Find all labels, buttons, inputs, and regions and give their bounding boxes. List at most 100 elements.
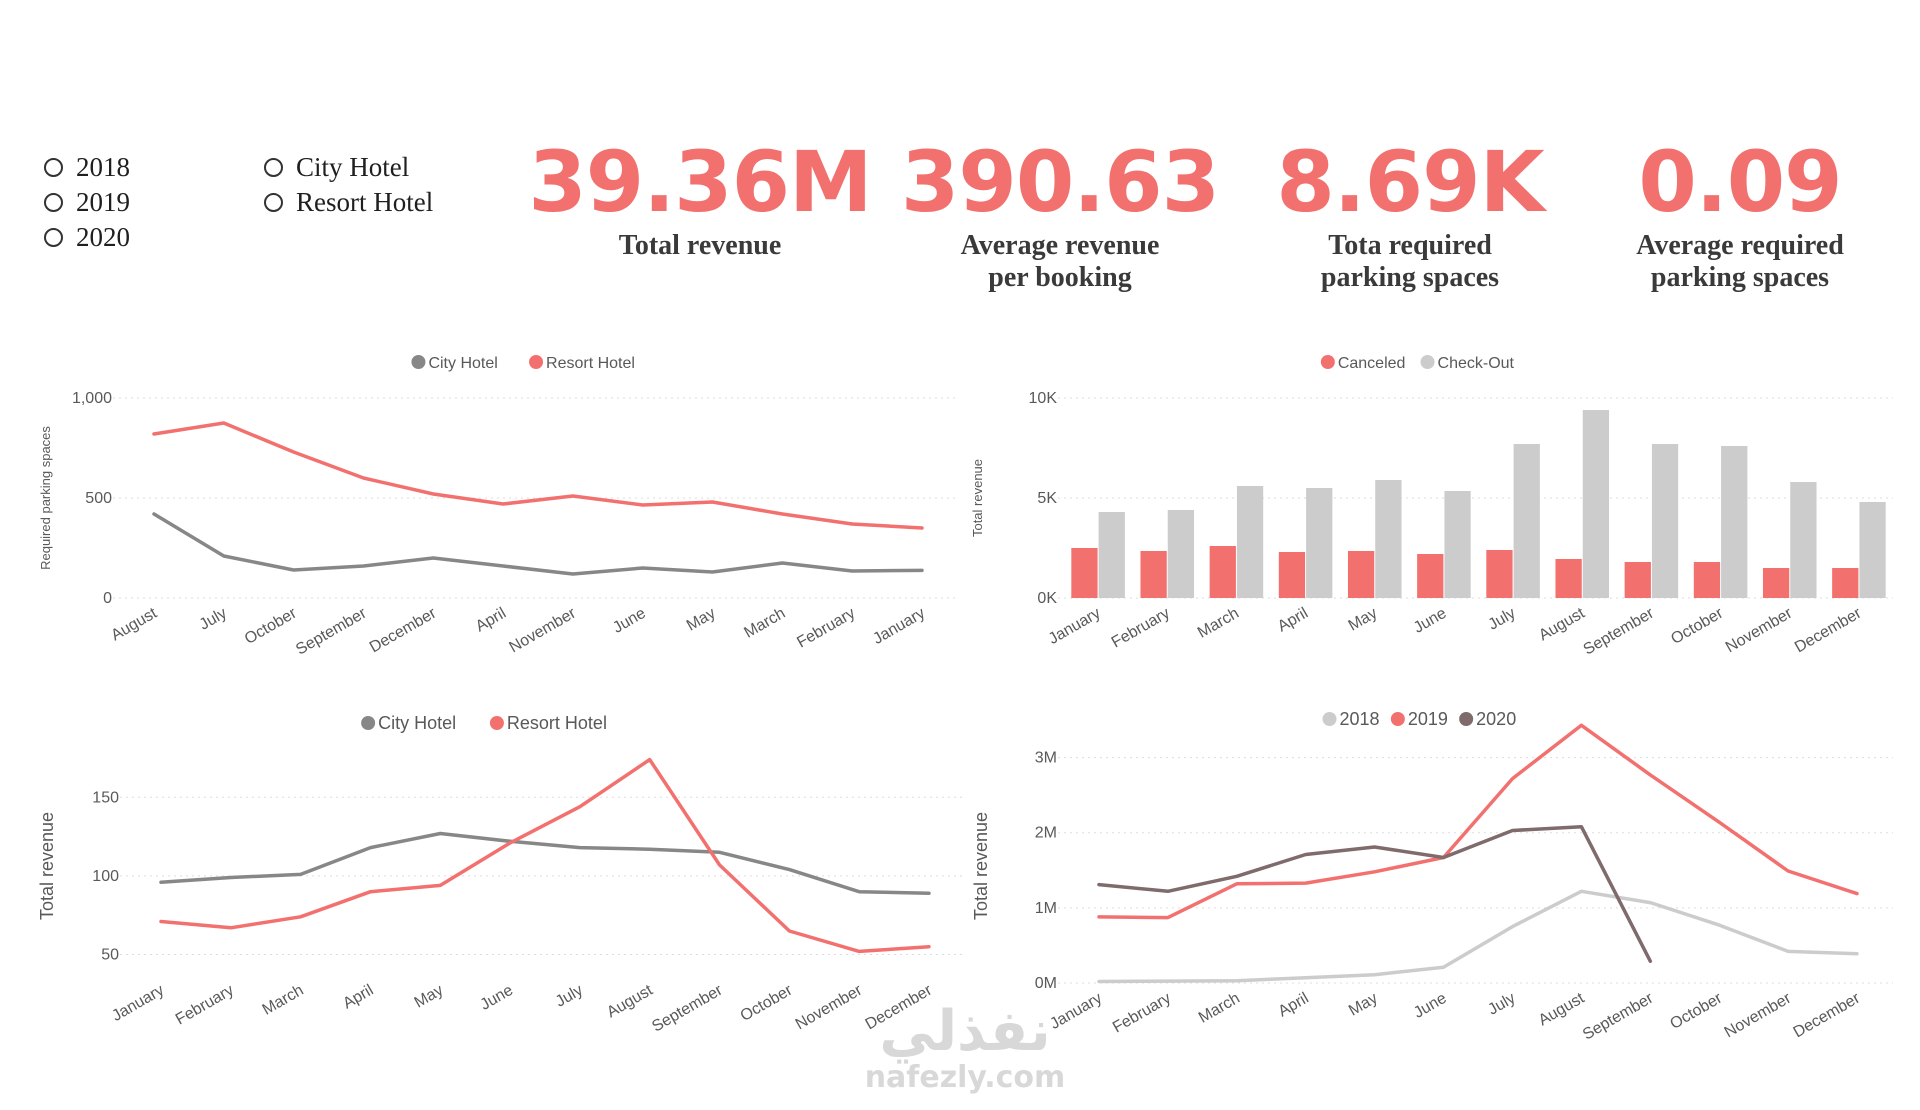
kpi-label: Tota required (1328, 230, 1492, 261)
bar-canceled (1278, 552, 1306, 598)
bar-check-out (1721, 446, 1748, 598)
y-tick-label: 1,000 (72, 390, 112, 407)
legend-marker (1390, 712, 1405, 726)
y-tick-label: 500 (85, 490, 112, 507)
x-tick-label: April (1276, 990, 1312, 1021)
bar-canceled (1762, 568, 1790, 598)
radio-icon (264, 158, 283, 177)
year-label: 2018 (76, 152, 130, 182)
hotel-option-city[interactable]: City Hotel (264, 150, 433, 185)
kpi-total-parking: 8.69K Tota required parking spaces (1240, 134, 1580, 294)
x-tick-label: May (1346, 990, 1381, 1020)
watermark-latin: nafezly.com (864, 1060, 1066, 1095)
kpi-label: parking spaces (1650, 262, 1830, 293)
kpi-label: Average required (1636, 230, 1844, 261)
x-tick-label: February (1110, 990, 1174, 1037)
x-tick-label: August (1536, 989, 1588, 1029)
bar-check-out (1582, 410, 1610, 598)
bar-check-out (1236, 486, 1264, 598)
bar-canceled (1832, 568, 1859, 598)
legend-marker (1320, 355, 1335, 369)
series-line-city-hotel (152, 512, 924, 576)
year-label: 2020 (76, 222, 130, 252)
legend-marker (411, 355, 426, 369)
legend-marker (529, 355, 544, 369)
bar-check-out (1859, 502, 1886, 598)
year-option-2019[interactable]: 2019 (44, 185, 130, 220)
series-line-city-hotel (159, 831, 931, 895)
y-tick-label: 0K (1037, 590, 1057, 607)
y-tick-label: 0M (1035, 975, 1057, 992)
series-line-resort-hotel (152, 421, 924, 530)
radio-icon (44, 158, 63, 177)
bar-canceled (1347, 551, 1375, 598)
legend-label: City Hotel (428, 355, 497, 372)
y-tick-label: 0 (103, 590, 112, 607)
kpi-value: 0.09 (1638, 133, 1842, 231)
y-tick-label: 3M (1035, 750, 1057, 767)
x-tick-label: October (1667, 989, 1725, 1033)
y-tick-label: 5K (1037, 490, 1057, 507)
legend-label: City Hotel (378, 713, 456, 733)
year-option-2018[interactable]: 2018 (44, 150, 130, 185)
bar-check-out (1375, 480, 1402, 598)
legend-label: Resort Hotel (507, 713, 607, 733)
y-axis-title: Required parking spaces (38, 426, 53, 570)
bar-check-out (1444, 491, 1471, 598)
legend-marker (361, 716, 376, 730)
bar-canceled (1417, 554, 1444, 598)
radio-icon (44, 193, 63, 212)
hotel-label: Resort Hotel (296, 187, 434, 217)
bar-canceled (1140, 551, 1167, 598)
kpi-value: 8.69K (1276, 133, 1544, 231)
kpi-value: 390.63 (900, 133, 1220, 231)
y-tick-label: 50 (101, 947, 119, 964)
legend-label: Check-Out (1438, 355, 1515, 372)
watermark-arabic: نفذلي (879, 999, 1051, 1064)
legend-label: 2020 (1476, 709, 1516, 729)
x-tick-label: September (1580, 989, 1657, 1043)
bar-check-out (1167, 510, 1195, 598)
legend-marker (489, 716, 504, 730)
kpi-label: Average revenue (960, 230, 1160, 261)
bar-canceled (1209, 546, 1236, 598)
bar-check-out (1513, 444, 1540, 598)
legend-label: Resort Hotel (546, 355, 635, 372)
x-tick-label: March (1196, 990, 1243, 1027)
y-axis-title: Total revenue (37, 812, 57, 920)
bar-check-out (1098, 512, 1125, 598)
kpi-avg-revenue: 390.63 Average revenue per booking (880, 134, 1240, 294)
legend-label: 2018 (1340, 709, 1380, 729)
series-line-resort-hotel (159, 757, 931, 954)
year-option-2020[interactable]: 2020 (44, 220, 130, 255)
kpi-value: 39.36M (528, 133, 872, 231)
bar-canceled (1555, 559, 1582, 598)
radio-icon (44, 228, 63, 247)
bar-canceled (1624, 562, 1651, 598)
legend-label: Canceled (1338, 355, 1406, 372)
legend-marker (1420, 355, 1435, 369)
kpi-total-revenue: 39.36M Total revenue (520, 134, 880, 262)
hotel-slicer: City Hotel Resort Hotel (264, 150, 433, 220)
kpi-label: per booking (988, 262, 1132, 293)
watermark: نفذلي nafezly.com (855, 1002, 1075, 1094)
y-tick-label: 150 (92, 789, 119, 806)
hotel-option-resort[interactable]: Resort Hotel (264, 185, 433, 220)
x-tick-label: June (1411, 990, 1450, 1022)
y-axis-title: Total revenue (970, 459, 985, 537)
bar-check-out (1306, 488, 1333, 598)
bar-check-out (1790, 482, 1817, 598)
bar-canceled (1486, 550, 1513, 598)
bar-check-out (1651, 444, 1679, 598)
year-slicer: 2018 2019 2020 (44, 150, 130, 255)
series-line-2020 (1097, 824, 1653, 963)
y-axis-title: Total revenue (971, 812, 991, 920)
x-tick-label: December (1791, 989, 1864, 1041)
y-tick-label: 100 (92, 868, 119, 885)
series-line-2019 (1097, 723, 1859, 920)
kpi-avg-parking: 0.09 Average required parking spaces (1580, 134, 1900, 294)
kpi-label: parking spaces (1320, 262, 1500, 293)
